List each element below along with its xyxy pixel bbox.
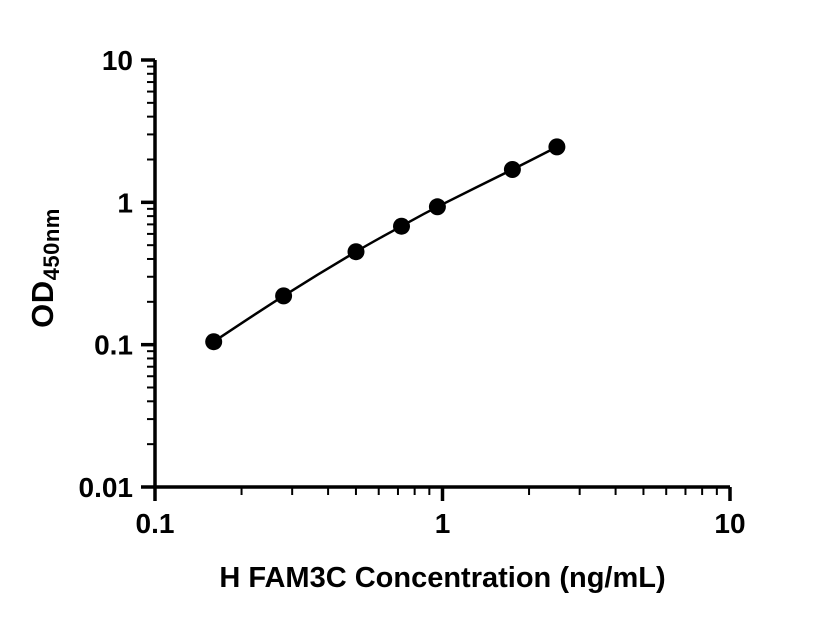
y-axis-label: OD450nm	[25, 208, 65, 328]
y-axis-label-subscript: 450nm	[39, 208, 64, 281]
x-tick-label: 10	[714, 508, 745, 539]
data-points	[205, 138, 566, 351]
y-tick-label: 0.1	[94, 330, 133, 361]
data-point	[503, 161, 521, 178]
y-tick-label: 1	[117, 187, 133, 218]
y-tick-label: 0.01	[79, 472, 134, 503]
x-tick-label: 1	[435, 508, 451, 539]
data-point	[275, 287, 293, 305]
data-point	[548, 138, 566, 156]
standard-curve-line	[213, 145, 558, 343]
data-point	[393, 217, 410, 235]
x-tick-label: 0.1	[136, 508, 175, 539]
y-tick-label: 10	[102, 45, 133, 76]
y-axis-label-main: OD	[25, 280, 60, 328]
x-axis-label: H FAM3C Concentration (ng/mL)	[219, 562, 666, 594]
data-point	[428, 198, 446, 216]
data-point	[347, 243, 365, 261]
data-point	[205, 333, 223, 351]
